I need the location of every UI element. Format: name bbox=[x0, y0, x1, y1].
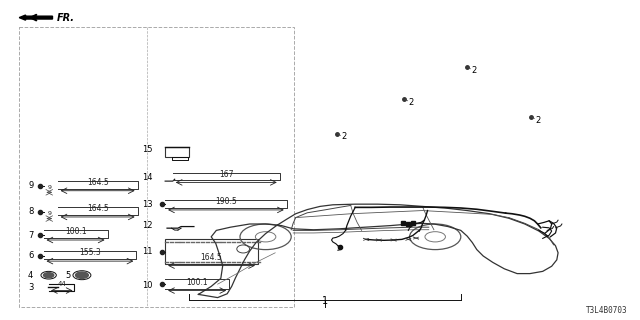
Text: 2: 2 bbox=[408, 98, 413, 107]
Text: 4: 4 bbox=[28, 271, 33, 280]
Text: FR.: FR. bbox=[56, 12, 74, 23]
Text: 164.5: 164.5 bbox=[87, 204, 108, 213]
FancyArrow shape bbox=[19, 15, 52, 20]
Text: 2: 2 bbox=[535, 116, 540, 124]
Circle shape bbox=[44, 273, 54, 278]
Text: 164.5: 164.5 bbox=[201, 253, 222, 262]
Text: 1: 1 bbox=[322, 296, 328, 306]
Text: 190.5: 190.5 bbox=[215, 197, 237, 206]
Text: T3L4B0703: T3L4B0703 bbox=[586, 306, 627, 315]
Text: 14: 14 bbox=[142, 173, 152, 182]
Text: 12: 12 bbox=[142, 221, 152, 230]
Text: 9: 9 bbox=[47, 185, 51, 190]
Text: 100.1: 100.1 bbox=[65, 227, 86, 236]
Text: 8: 8 bbox=[28, 207, 33, 216]
Text: 10: 10 bbox=[142, 281, 152, 290]
Text: 2: 2 bbox=[341, 132, 346, 141]
Text: 100.1: 100.1 bbox=[186, 278, 208, 287]
Text: 3: 3 bbox=[28, 284, 33, 292]
Text: 44: 44 bbox=[58, 281, 66, 287]
Text: 155.3: 155.3 bbox=[79, 248, 100, 257]
Text: 5: 5 bbox=[65, 271, 70, 280]
Text: 11: 11 bbox=[142, 247, 152, 256]
Text: 15: 15 bbox=[142, 145, 152, 154]
Circle shape bbox=[76, 272, 88, 278]
Text: 167: 167 bbox=[219, 170, 234, 179]
Text: 9: 9 bbox=[28, 181, 33, 190]
Text: 7: 7 bbox=[28, 231, 33, 240]
Bar bbox=[19, 27, 294, 307]
Bar bbox=[165, 239, 258, 264]
Text: 164.5: 164.5 bbox=[87, 178, 108, 187]
Text: 6: 6 bbox=[28, 252, 33, 260]
Text: 13: 13 bbox=[141, 200, 152, 209]
Bar bbox=[165, 147, 189, 157]
Text: 2: 2 bbox=[471, 66, 476, 75]
Text: 9: 9 bbox=[47, 211, 51, 216]
